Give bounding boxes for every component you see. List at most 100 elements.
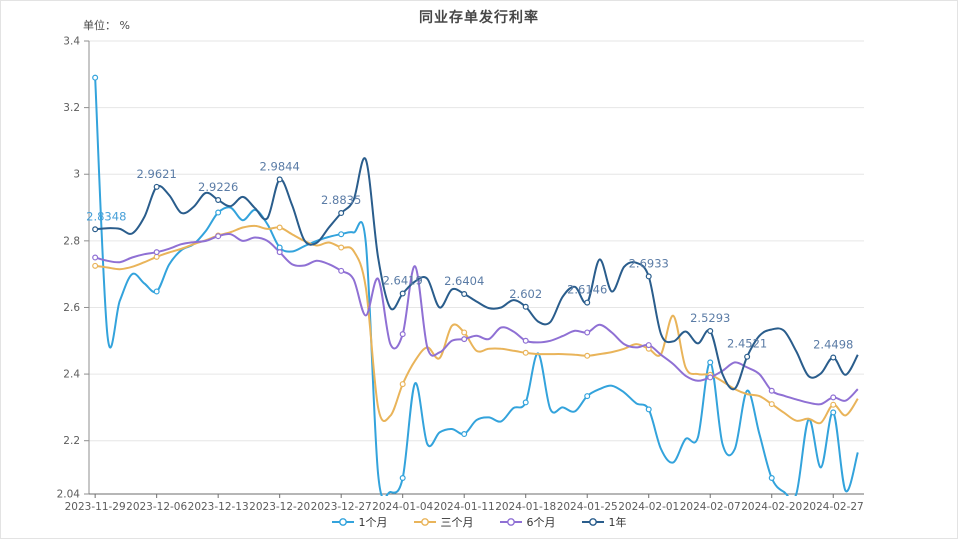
- x-axis-label: 2024-02-20: [741, 501, 802, 513]
- data-point-label: 2.9621: [137, 167, 177, 181]
- series-marker-6个月: [338, 267, 345, 274]
- legend-label: 6个月: [526, 516, 556, 529]
- y-axis-label: 2.2: [63, 435, 80, 447]
- series-marker-6个月: [461, 336, 468, 343]
- series-marker-1年: [276, 176, 283, 183]
- legend-label: 1个月: [358, 516, 388, 529]
- series-marker-1年: [338, 210, 345, 217]
- series-marker-三个月: [584, 352, 591, 359]
- series-marker-6个月: [830, 394, 837, 401]
- series-marker-6个月: [707, 374, 714, 381]
- series-marker-三个月: [92, 262, 99, 269]
- series-line-6个月: [94, 233, 859, 406]
- x-axis-label: 2024-01-04: [372, 501, 433, 513]
- series-marker-三个月: [461, 329, 468, 336]
- y-axis-label: 2.4: [63, 369, 80, 381]
- series-marker-1个月: [92, 74, 99, 81]
- series-marker-三个月: [338, 244, 345, 251]
- x-axis-label: 2024-01-18: [495, 501, 556, 513]
- data-point-label: 2.602: [509, 287, 542, 301]
- series-marker-1年: [215, 197, 222, 204]
- x-axis-label: 2023-12-20: [249, 501, 310, 513]
- legend-item-三个月[interactable]: 三个月: [413, 514, 474, 530]
- data-point-label: 2.8348: [86, 209, 126, 223]
- series-marker-1年: [744, 353, 751, 360]
- data-point-label: 2.8835: [321, 193, 361, 207]
- x-axis-label: 2024-02-27: [803, 501, 864, 513]
- series-marker-1年: [830, 354, 837, 361]
- legend-label: 1年: [608, 516, 627, 529]
- series-marker-1个月: [338, 231, 345, 238]
- y-axis-label: 2.6: [63, 302, 80, 314]
- legend-line-marker-icon: [499, 518, 522, 526]
- y-axis-label: 2.04: [57, 489, 81, 501]
- series-marker-1个月: [584, 393, 591, 400]
- x-axis-label: 2023-12-06: [126, 501, 187, 513]
- x-axis-label: 2023-12-27: [311, 501, 372, 513]
- x-axis-label: 2024-02-01: [618, 501, 679, 513]
- series-marker-6个月: [645, 342, 652, 349]
- legend-item-6个月[interactable]: 6个月: [499, 514, 556, 530]
- series-marker-1年: [707, 328, 714, 335]
- series-marker-1个月: [399, 475, 406, 482]
- data-point-label: 2.9226: [198, 180, 238, 194]
- series-marker-6个月: [584, 329, 591, 336]
- series-line-三个月: [95, 224, 859, 425]
- series-marker-三个月: [830, 401, 837, 408]
- series-marker-1年: [584, 299, 591, 306]
- series-marker-6个月: [92, 254, 99, 261]
- series-marker-6个月: [153, 249, 160, 256]
- x-axis-label: 2023-11-29: [65, 501, 126, 513]
- series-marker-三个月: [768, 401, 775, 408]
- series-marker-1个月: [768, 475, 775, 482]
- series-marker-1个月: [707, 359, 714, 366]
- legend-label: 三个月: [440, 516, 474, 529]
- data-point-label: 2.4498: [813, 338, 853, 352]
- x-axis-label: 2024-01-11: [434, 501, 495, 513]
- series-marker-1个月: [461, 431, 468, 438]
- legend-item-1年[interactable]: 1年: [581, 514, 627, 530]
- series-marker-6个月: [276, 249, 283, 256]
- x-axis-label: 2024-01-25: [557, 501, 618, 513]
- series-marker-三个月: [399, 381, 406, 388]
- legend-line-marker-icon: [413, 518, 436, 526]
- series-marker-6个月: [522, 337, 529, 344]
- data-point-label: 2.4521: [727, 337, 767, 351]
- series-marker-6个月: [215, 233, 222, 240]
- series-line-1个月: [94, 77, 859, 496]
- series-marker-1个月: [153, 288, 160, 295]
- x-axis-label: 2024-02-07: [680, 501, 741, 513]
- legend-item-1个月[interactable]: 1个月: [331, 514, 388, 530]
- legend-line-marker-icon: [331, 518, 354, 526]
- y-axis-label: 3.2: [63, 102, 80, 114]
- series-marker-1个月: [215, 209, 222, 216]
- series-marker-1年: [92, 226, 99, 233]
- legend-line-marker-icon: [581, 518, 604, 526]
- y-axis-label: 3: [73, 169, 80, 181]
- data-point-label: 2.6933: [629, 256, 669, 270]
- series-marker-1个月: [522, 399, 529, 406]
- series-marker-6个月: [399, 331, 406, 338]
- y-axis-label: 3.4: [63, 36, 80, 48]
- chart-legend: 1个月 三个月 6个月 1年: [1, 514, 957, 530]
- series-marker-1个月: [645, 406, 652, 413]
- series-marker-1个月: [830, 409, 837, 416]
- data-point-label: 2.6146: [567, 283, 607, 297]
- data-point-label: 2.9844: [260, 159, 300, 173]
- y-axis-label: 2.8: [63, 235, 80, 247]
- series-marker-1年: [399, 290, 406, 297]
- series-marker-1年: [645, 273, 652, 280]
- data-point-label: 2.6419: [383, 274, 423, 288]
- data-point-label: 2.5293: [690, 311, 730, 325]
- series-marker-1年: [153, 183, 160, 190]
- series-marker-1年: [522, 303, 529, 310]
- series-line-1年: [95, 157, 859, 391]
- series-marker-6个月: [768, 387, 775, 394]
- series-marker-1年: [461, 291, 468, 298]
- series-marker-三个月: [276, 224, 283, 231]
- data-point-label: 2.6404: [444, 274, 484, 288]
- series-marker-三个月: [522, 349, 529, 356]
- x-axis-label: 2023-12-13: [188, 501, 249, 513]
